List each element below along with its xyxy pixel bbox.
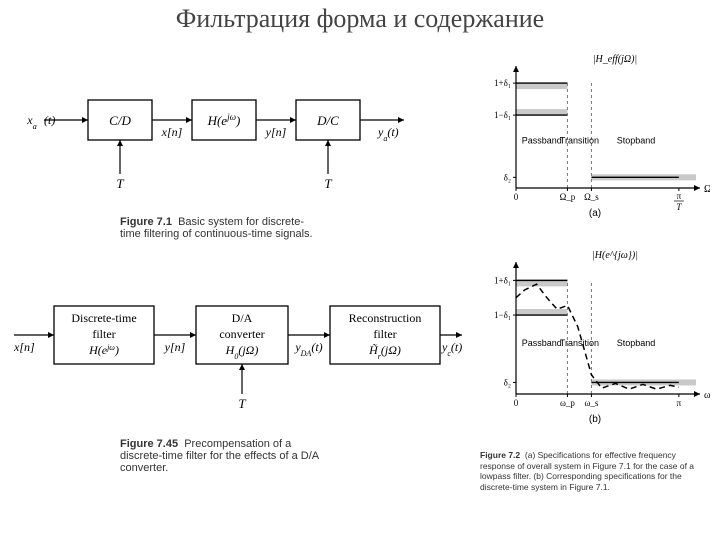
svg-text:T: T	[116, 176, 124, 191]
svg-text:1+δ₁: 1+δ₁	[494, 78, 511, 88]
svg-text:δ₂: δ₂	[504, 172, 511, 182]
svg-text:Passband: Passband	[522, 136, 562, 146]
svg-text:1−δ₁: 1−δ₁	[494, 110, 511, 120]
svg-text:converter: converter	[219, 327, 264, 341]
caption-figno: Figure 7.1	[120, 216, 172, 228]
svg-text:ω_s: ω_s	[584, 398, 598, 408]
svg-text:Passband: Passband	[522, 338, 562, 348]
svg-text:Ω_s: Ω_s	[584, 192, 599, 202]
svg-text:T: T	[324, 176, 332, 191]
svg-text:(b): (b)	[589, 414, 601, 425]
svg-text:Transition: Transition	[560, 136, 599, 146]
svg-text:δ₂: δ₂	[504, 377, 511, 387]
svg-text:Discrete-time: Discrete-time	[71, 311, 136, 325]
svg-text:(a): (a)	[589, 208, 601, 219]
svg-text:|H_eff(jΩ)|: |H_eff(jΩ)|	[593, 54, 637, 65]
figure-7-45-caption: Figure 7.45 Precompensation of a discret…	[120, 438, 330, 474]
svg-text:D/A: D/A	[232, 311, 253, 325]
svg-text:Stopband: Stopband	[617, 136, 656, 146]
svg-text:Stopband: Stopband	[617, 338, 656, 348]
svg-text:(t): (t)	[44, 113, 55, 127]
caption-figno: Figure 7.45	[120, 438, 178, 450]
svg-text:Transition: Transition	[560, 338, 599, 348]
svg-text:y[n]: y[n]	[265, 125, 287, 139]
svg-text:π: π	[677, 191, 682, 201]
caption-figno: Figure 7.2	[480, 450, 520, 460]
svg-text:yDA(t): yDA(t)	[294, 340, 322, 358]
figure-7-2b-chart: |H(e^{jω})| 1+δ₁ 1−δ₁ δ₂ 0 ω_p ω_s π ω PassbandTr…	[480, 246, 710, 426]
figure-7-2-caption: Figure 7.2 (a) Specifications for effect…	[480, 450, 708, 493]
svg-text:H(ejω): H(ejω)	[88, 343, 119, 358]
svg-text:Reconstruction: Reconstruction	[349, 311, 422, 325]
svg-text:y[n]: y[n]	[164, 340, 186, 354]
figure-7-1-diagram: C/D H(ejω) D/C xa (t) x[n] y[n] ya(t) T T	[14, 80, 414, 200]
figure-7-1-caption: Figure 7.1 Basic system for discrete-tim…	[120, 216, 320, 240]
svg-text:filter: filter	[92, 327, 115, 341]
svg-text:H(ejω): H(ejω)	[207, 112, 241, 128]
svg-text:Ω: Ω	[704, 184, 710, 195]
figure-7-45-diagram: Discrete-timefilterH(ejω)D/AconverterH0(…	[6, 300, 466, 410]
svg-text:T: T	[238, 396, 246, 410]
svg-text:1+δ₁: 1+δ₁	[494, 275, 511, 285]
svg-text:0: 0	[514, 192, 519, 202]
svg-text:ω_p: ω_p	[560, 398, 575, 408]
svg-text:Ω_p: Ω_p	[560, 192, 576, 202]
svg-text:T: T	[676, 202, 682, 212]
svg-text:xa: xa	[26, 113, 37, 131]
svg-text:ω: ω	[704, 390, 710, 401]
svg-text:ya(t): ya(t)	[377, 125, 399, 143]
svg-text:|H(e^{jω})|: |H(e^{jω})|	[592, 250, 638, 261]
svg-text:x[n]: x[n]	[161, 125, 183, 139]
figure-7-2a-chart: |H_eff(jΩ)| 1+δ₁ 1−δ₁ δ₂0 Ω_p Ω_s πT Ω PassbandT…	[480, 50, 710, 220]
svg-text:C/D: C/D	[109, 113, 131, 128]
page-title: Фильтрация форма и содержание	[0, 4, 720, 34]
svg-text:π: π	[677, 398, 682, 408]
svg-text:x[n]: x[n]	[13, 340, 35, 354]
svg-text:filter: filter	[373, 327, 396, 341]
svg-text:0: 0	[514, 398, 519, 408]
svg-text:yc(t): yc(t)	[441, 340, 462, 358]
svg-text:D/C: D/C	[316, 113, 339, 128]
svg-text:1−δ₁: 1−δ₁	[494, 310, 511, 320]
